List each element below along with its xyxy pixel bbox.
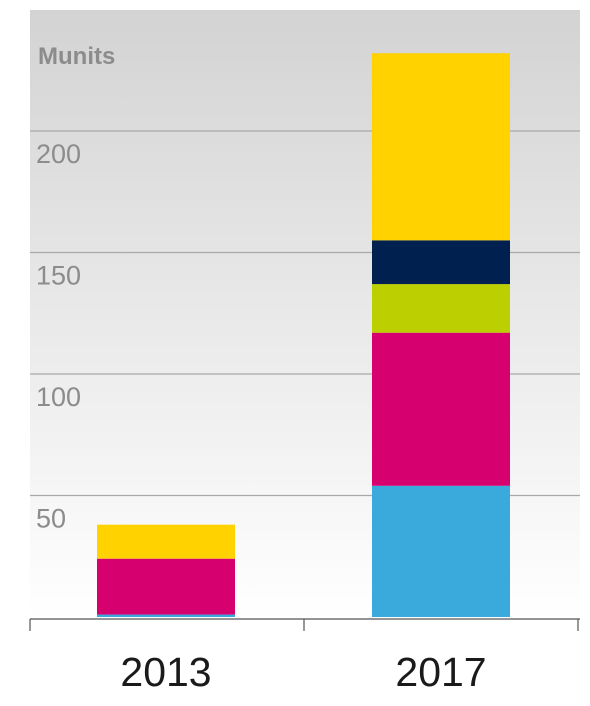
x-tick-labels: 2013 2017: [120, 649, 486, 695]
x-tick-label: 2013: [120, 649, 211, 695]
bar-segment-2017-2: [372, 284, 510, 333]
y-tick-label: 200: [36, 139, 81, 169]
x-tick-label: 2017: [395, 649, 486, 695]
unit-label: Munits: [38, 43, 115, 70]
x-axis: [29, 618, 580, 631]
bar-segment-2013-1: [97, 558, 235, 615]
y-tick-label: 50: [36, 504, 66, 534]
bar-segment-2017-3: [372, 240, 510, 285]
bar-segment-2013-0: [97, 614, 235, 617]
bar-segment-2017-4: [372, 53, 510, 241]
y-tick-labels: 50 100 150 200: [36, 139, 81, 534]
bars: [97, 53, 510, 617]
y-tick-label: 100: [36, 382, 81, 412]
y-tick-label: 150: [36, 261, 81, 291]
bar-segment-2017-1: [372, 332, 510, 486]
bar-segment-2017-0: [372, 485, 510, 617]
bar-segment-2013-4: [97, 524, 235, 559]
